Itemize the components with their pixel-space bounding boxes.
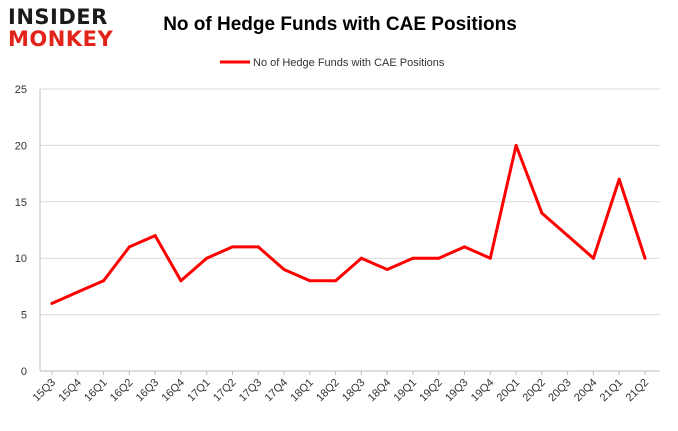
data-point bbox=[591, 256, 595, 260]
data-point bbox=[540, 211, 544, 215]
x-tick-label: 20Q2 bbox=[520, 377, 548, 405]
data-point bbox=[437, 256, 441, 260]
x-tick-label: 15Q4 bbox=[56, 377, 84, 405]
x-tick-label: 20Q1 bbox=[495, 377, 523, 405]
y-axis: 0 5 10 15 20 25 bbox=[15, 84, 41, 378]
logo-text-bottom: MONKEY bbox=[8, 27, 114, 51]
gridlines bbox=[40, 88, 660, 372]
data-point bbox=[514, 143, 518, 147]
data-point bbox=[334, 279, 338, 283]
x-tick-label: 17Q3 bbox=[237, 377, 265, 405]
data-point bbox=[205, 256, 209, 260]
x-tick-label: 18Q4 bbox=[366, 377, 394, 405]
x-tick-label: 19Q3 bbox=[443, 377, 471, 405]
data-point bbox=[127, 245, 131, 249]
data-point bbox=[256, 245, 260, 249]
y-tick-label: 0 bbox=[21, 366, 27, 378]
logo-text-top: INSIDER bbox=[8, 5, 108, 29]
y-tick-label: 15 bbox=[15, 197, 27, 209]
chart-title: No of Hedge Funds with CAE Positions bbox=[163, 14, 517, 35]
x-tick-label: 19Q1 bbox=[392, 377, 420, 405]
legend-label: No of Hedge Funds with CAE Positions bbox=[253, 57, 445, 69]
data-point bbox=[385, 267, 389, 271]
x-axis: 15Q315Q416Q116Q216Q316Q417Q117Q217Q317Q4… bbox=[31, 370, 660, 405]
x-tick-label: 18Q2 bbox=[314, 377, 342, 405]
data-point bbox=[617, 177, 621, 181]
data-point bbox=[282, 267, 286, 271]
x-tick-label: 16Q4 bbox=[160, 377, 188, 405]
y-tick-label: 20 bbox=[15, 140, 27, 152]
x-tick-label: 21Q1 bbox=[598, 377, 626, 405]
series-layer bbox=[50, 143, 647, 305]
x-tick-label: 17Q2 bbox=[211, 377, 239, 405]
data-point bbox=[153, 234, 157, 238]
x-tick-label: 21Q2 bbox=[624, 377, 652, 405]
data-point bbox=[50, 301, 54, 305]
x-tick-label: 16Q3 bbox=[134, 377, 162, 405]
x-tick-label: 19Q2 bbox=[417, 377, 445, 405]
y-tick-label: 5 bbox=[21, 310, 27, 322]
data-point bbox=[488, 256, 492, 260]
data-point bbox=[359, 256, 363, 260]
data-point bbox=[102, 279, 106, 283]
x-tick-label: 17Q4 bbox=[263, 377, 291, 405]
data-point bbox=[411, 256, 415, 260]
data-point bbox=[76, 290, 80, 294]
x-tick-label: 19Q4 bbox=[469, 377, 497, 405]
x-tick-label: 16Q1 bbox=[82, 377, 110, 405]
data-point bbox=[643, 256, 647, 260]
x-tick-label: 20Q4 bbox=[572, 377, 600, 405]
y-tick-label: 10 bbox=[15, 253, 27, 265]
data-point bbox=[179, 279, 183, 283]
x-tick-label: 17Q1 bbox=[185, 377, 213, 405]
data-point bbox=[566, 234, 570, 238]
data-point bbox=[230, 245, 234, 249]
x-tick-label: 16Q2 bbox=[108, 377, 136, 405]
x-tick-label: 20Q3 bbox=[546, 377, 574, 405]
insider-monkey-logo: INSIDER MONKEY bbox=[8, 6, 128, 56]
x-tick-label: 18Q3 bbox=[340, 377, 368, 405]
series-line-0 bbox=[50, 143, 647, 305]
data-point bbox=[308, 279, 312, 283]
x-tick-label: 18Q1 bbox=[288, 377, 316, 405]
legend: No of Hedge Funds with CAE Positions bbox=[220, 57, 445, 69]
y-tick-label: 25 bbox=[15, 84, 27, 96]
x-tick-label: 15Q3 bbox=[31, 377, 59, 405]
data-point bbox=[463, 245, 467, 249]
